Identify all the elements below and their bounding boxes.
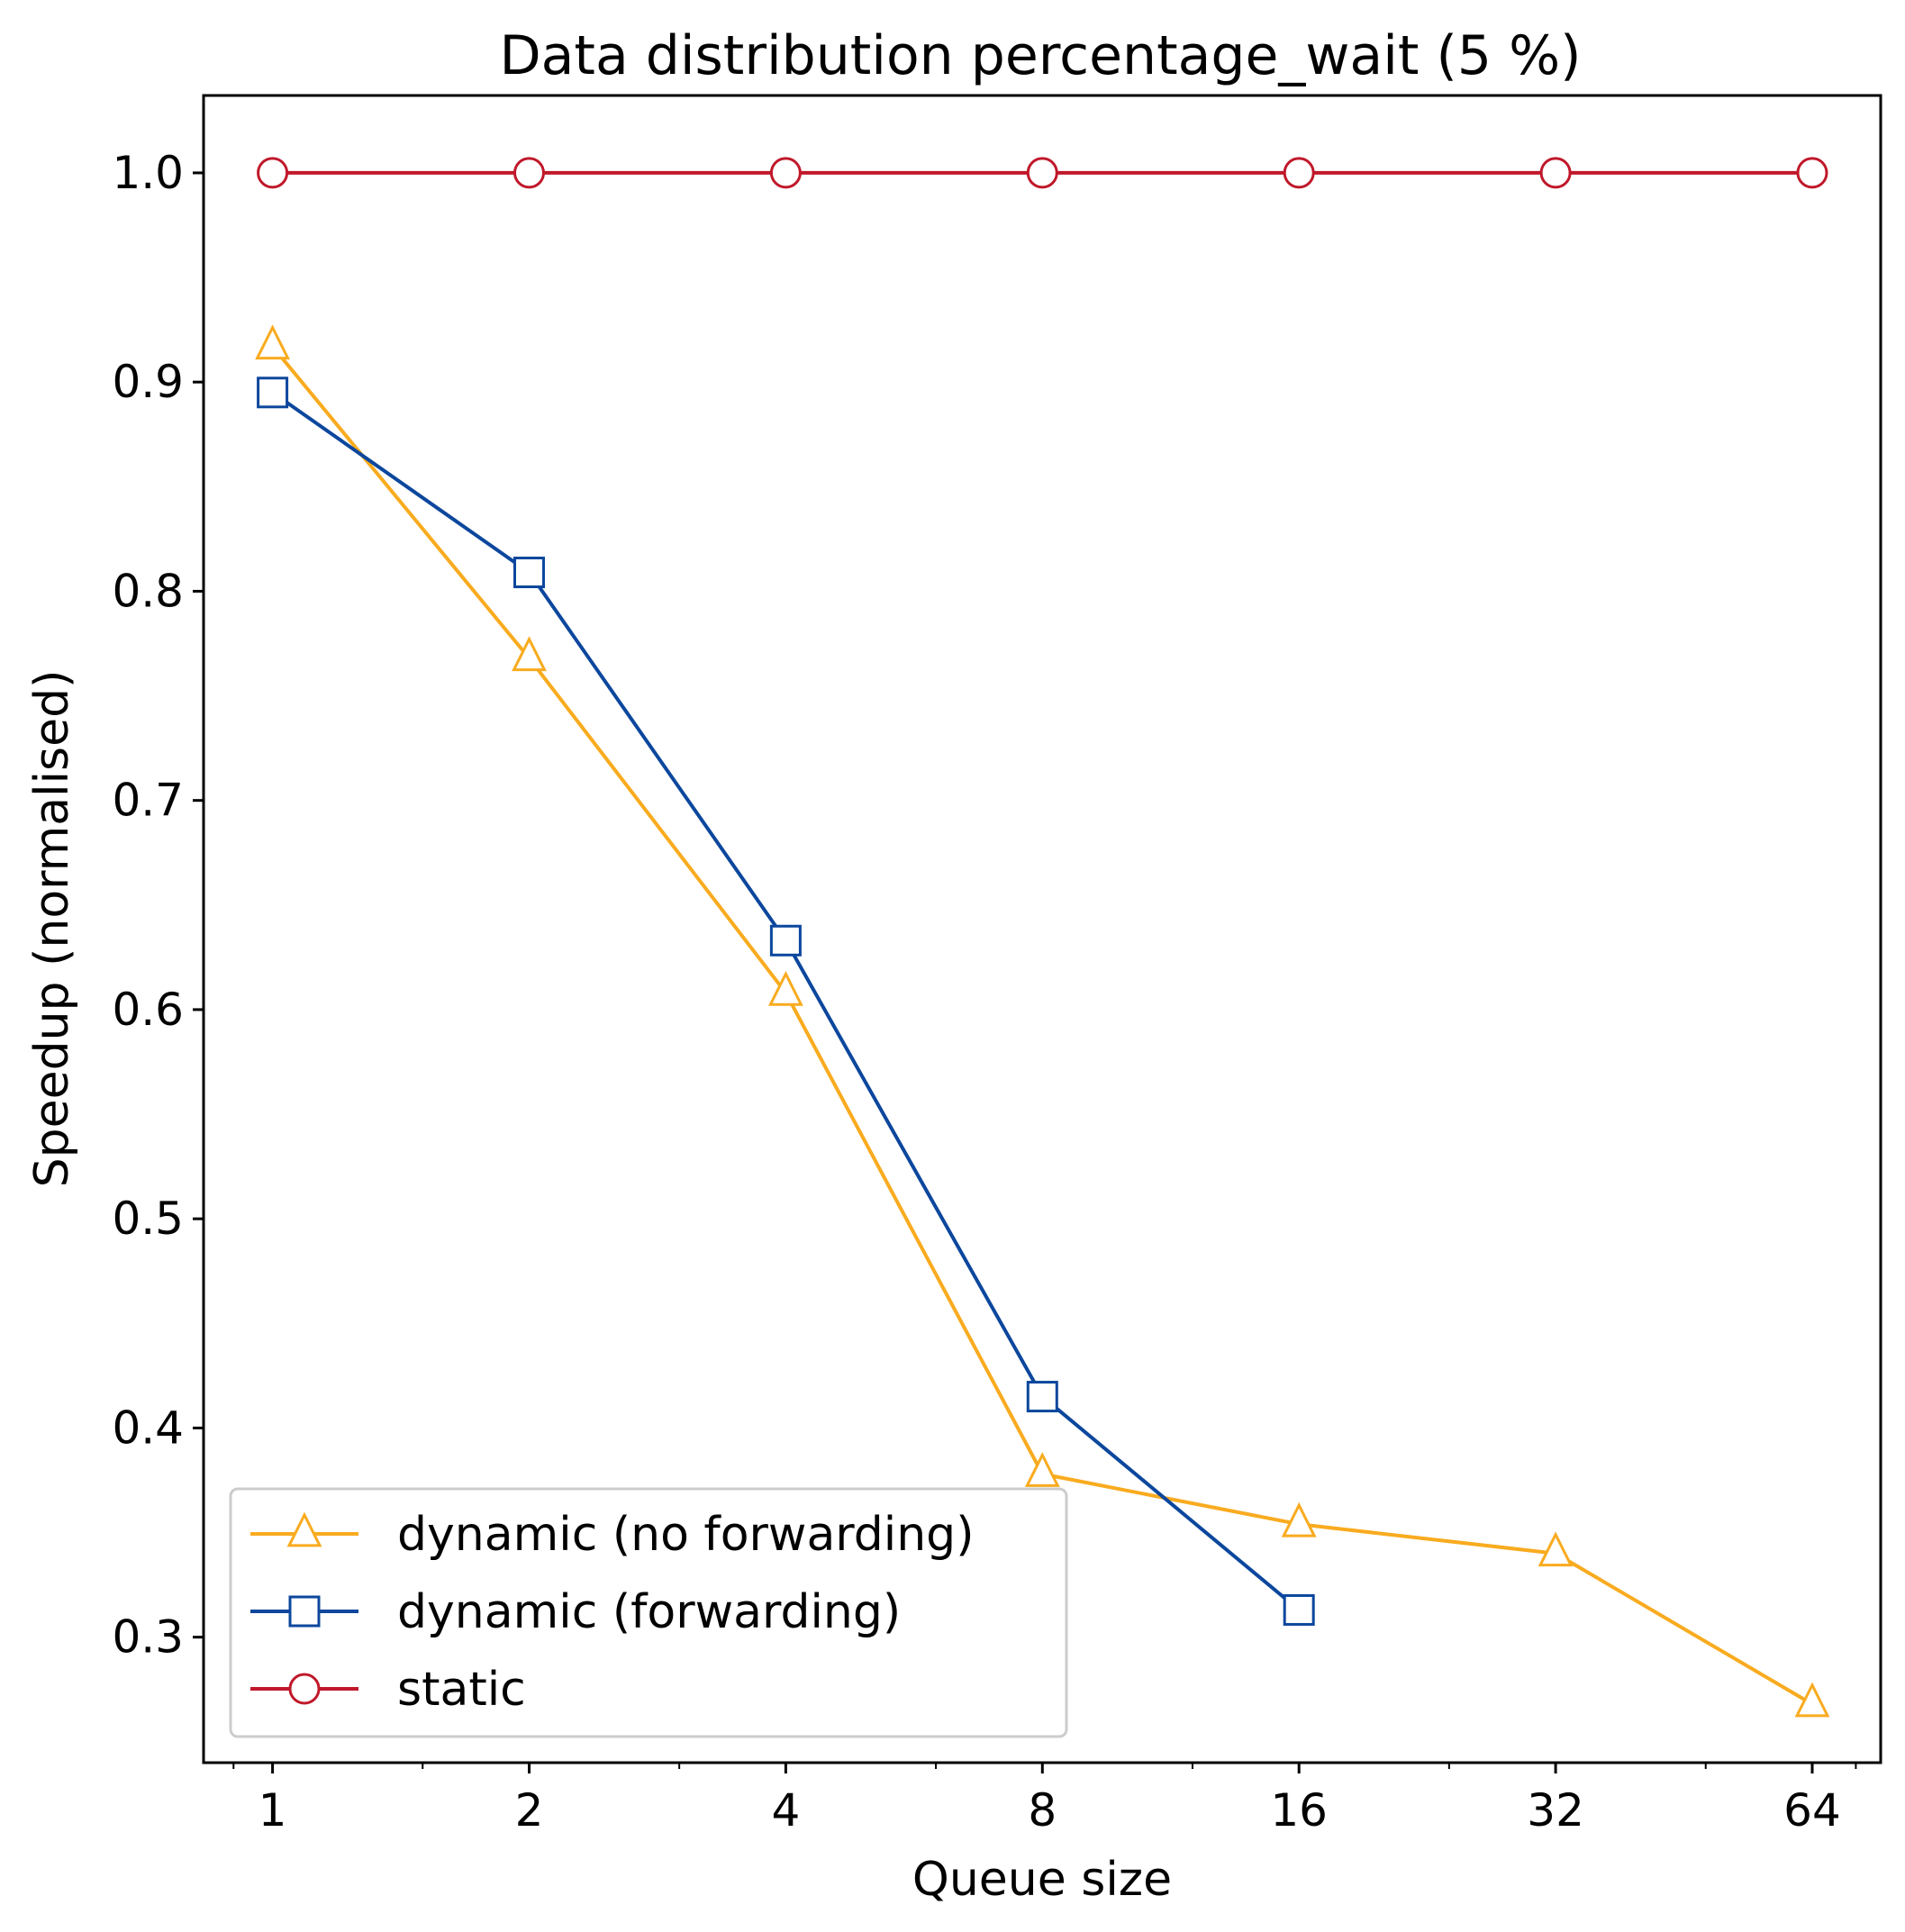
x-tick-label: 16 <box>1270 1784 1328 1837</box>
chart-title: Data distribution percentage_wait (5 %) <box>499 24 1581 87</box>
legend-marker-0 <box>286 1511 322 1547</box>
legend[interactable]: dynamic (no forwarding) dynamic (forwardi… <box>229 1487 1068 1738</box>
data-point-2-3 <box>1026 157 1058 189</box>
x-tick-label: 64 <box>1783 1784 1841 1837</box>
x-tick-label: 32 <box>1527 1784 1584 1837</box>
y-tick-label: 0.7 <box>112 775 184 827</box>
data-point-2-1 <box>513 157 545 189</box>
legend-label: dynamic (no forwarding) <box>397 1508 974 1562</box>
series-1 <box>257 376 1315 1626</box>
data-point-2-4 <box>1283 157 1315 189</box>
x-axis: 1 2 4 8 16 32 64 <box>232 1763 1857 1837</box>
y-tick-label: 0.8 <box>112 565 184 617</box>
data-point-2-6 <box>1796 157 1828 189</box>
y-tick-label: 0.6 <box>112 984 184 1036</box>
series-layer <box>255 157 1830 1718</box>
y-axis-label: Speedup (normalised) <box>25 670 79 1188</box>
series-2 <box>257 157 1828 189</box>
y-tick-label: 0.5 <box>112 1193 184 1245</box>
series-0 <box>255 324 1830 1718</box>
y-tick-label: 0.3 <box>112 1611 184 1664</box>
y-axis: 0.3 0.4 0.5 0.6 0.7 0.8 0.9 1.0 <box>112 147 204 1664</box>
x-tick-label: 4 <box>771 1784 800 1837</box>
legend-marker-1 <box>288 1595 321 1628</box>
y-tick-label: 0.9 <box>112 356 184 408</box>
data-point-0-4 <box>1281 1501 1317 1537</box>
data-point-2-2 <box>769 157 802 189</box>
x-tick-label: 2 <box>515 1784 544 1837</box>
data-point-1-0 <box>257 376 289 409</box>
data-point-0-6 <box>1794 1682 1830 1718</box>
x-tick-label: 8 <box>1028 1784 1057 1837</box>
data-point-0-2 <box>767 970 803 1006</box>
x-axis-label: Queue size <box>912 1853 1172 1907</box>
y-tick-label: 0.4 <box>112 1401 184 1454</box>
data-point-0-0 <box>255 324 291 360</box>
y-tick-label: 1.0 <box>112 147 184 199</box>
legend-item-1[interactable]: dynamic (forwarding) <box>250 1585 901 1639</box>
x-tick-label: 1 <box>259 1784 287 1837</box>
legend-marker-2 <box>288 1673 321 1705</box>
legend-item-0[interactable]: dynamic (no forwarding) <box>250 1508 974 1562</box>
legend-label: dynamic (forwarding) <box>397 1585 901 1639</box>
legend-label: static <box>397 1663 526 1717</box>
data-point-2-5 <box>1539 157 1572 189</box>
data-point-2-0 <box>257 157 289 189</box>
data-point-1-4 <box>1283 1593 1315 1626</box>
data-point-1-3 <box>1026 1381 1058 1413</box>
data-point-0-1 <box>512 636 547 672</box>
data-point-0-3 <box>1024 1452 1060 1487</box>
legend-box <box>229 1487 1068 1738</box>
data-point-0-5 <box>1538 1531 1574 1567</box>
data-point-1-1 <box>513 557 545 589</box>
data-point-1-2 <box>769 924 802 957</box>
legend-item-2[interactable]: static <box>250 1663 526 1717</box>
